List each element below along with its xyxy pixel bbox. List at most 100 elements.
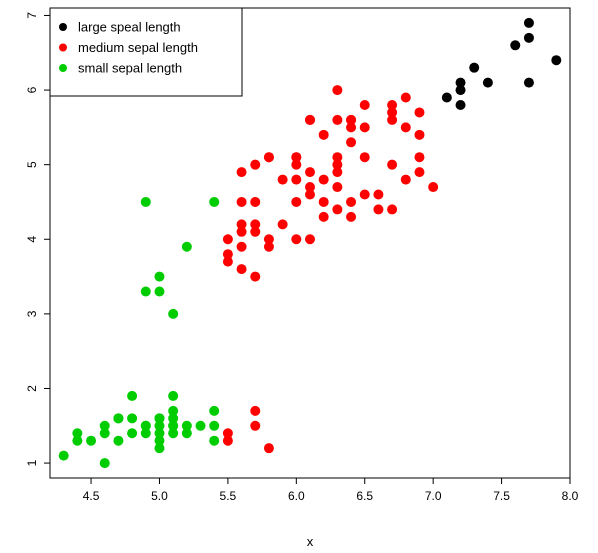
point-series2-9 [113, 413, 124, 424]
legend-marker-0 [59, 23, 67, 31]
y-tick-label-4: 5 [25, 161, 39, 168]
point-series1-46 [332, 114, 343, 125]
legend-label-0: large speal length [78, 20, 181, 35]
point-series1-9 [236, 196, 247, 207]
point-series0-3 [455, 77, 466, 88]
point-series1-13 [250, 271, 261, 282]
point-series2-36 [195, 420, 206, 431]
point-series2-20 [154, 428, 165, 439]
point-series1-49 [346, 196, 357, 207]
point-series2-30 [168, 390, 179, 401]
data-points [58, 17, 562, 469]
point-series1-54 [359, 189, 370, 200]
point-series2-37 [209, 435, 220, 446]
point-series2-3 [86, 435, 97, 446]
point-series2-18 [154, 443, 165, 454]
point-series1-15 [250, 219, 261, 230]
point-series2-10 [127, 428, 138, 439]
point-series2-19 [154, 435, 165, 446]
point-series2-16 [140, 196, 151, 207]
point-series1-43 [332, 167, 343, 178]
legend-label-2: small sepal length [78, 61, 182, 76]
point-series1-39 [318, 174, 329, 185]
legend-marker-1 [59, 43, 67, 52]
legend-box [49, 7, 243, 97]
point-series1-57 [359, 99, 370, 110]
legend-label-1: medium sepal length [78, 40, 198, 55]
point-series1-33 [305, 182, 315, 193]
point-series1-51 [346, 122, 357, 133]
point-series2-17 [140, 420, 151, 431]
point-series1-24 [277, 174, 288, 185]
point-series1-38 [318, 196, 329, 207]
point-series1-71 [414, 107, 425, 118]
point-series1-69 [414, 152, 425, 163]
point-series2-40 [209, 196, 220, 207]
point-series1-48 [346, 211, 357, 222]
point-series2-38 [209, 420, 220, 431]
point-series2-12 [127, 390, 138, 401]
point-series2-0 [58, 450, 69, 461]
x-tick-label-0: 4.5 [83, 489, 100, 503]
point-series1-42 [332, 182, 343, 193]
point-series2-21 [154, 420, 165, 431]
point-series2-25 [154, 413, 165, 424]
x-tick-label-3: 6.0 [288, 489, 305, 503]
point-series2-1 [72, 435, 83, 446]
point-series1-32 [305, 189, 315, 200]
point-series0-4 [469, 62, 480, 73]
point-series2-2 [72, 428, 83, 439]
y-tick-label-0: 1 [25, 459, 39, 466]
point-series1-17 [250, 159, 261, 170]
point-series2-13 [140, 428, 151, 439]
point-series1-55 [359, 152, 370, 163]
point-series1-11 [250, 420, 261, 431]
y-tick-label-5: 6 [25, 86, 39, 93]
point-series1-8 [236, 219, 247, 230]
point-series0-7 [523, 17, 534, 28]
point-series1-12 [250, 405, 261, 416]
x-tick-label-2: 5.5 [220, 489, 237, 503]
x-tick-label-4: 6.5 [356, 489, 373, 503]
point-series2-11 [127, 413, 138, 424]
point-series1-31 [305, 234, 315, 245]
point-series2-4 [99, 458, 110, 469]
point-series0-5 [482, 77, 493, 88]
point-series1-61 [387, 159, 398, 170]
y-tick-label-3: 4 [25, 236, 39, 243]
x-tick-label-5: 7.0 [425, 489, 442, 503]
legend: large speal length medium sepal length sma… [49, 7, 243, 97]
point-series0-1 [455, 99, 466, 110]
point-series2-5 [99, 428, 110, 439]
point-series2-33 [181, 428, 192, 439]
point-series1-56 [359, 122, 370, 133]
point-series1-16 [250, 196, 261, 207]
x-tick-label-6: 7.5 [493, 489, 510, 503]
point-series1-1 [222, 428, 233, 439]
point-series1-2 [222, 256, 233, 267]
point-series2-26 [168, 428, 179, 439]
point-series1-19 [263, 241, 274, 252]
point-series1-67 [400, 92, 411, 103]
point-series2-39 [209, 405, 220, 416]
point-series1-40 [318, 129, 329, 140]
point-series1-70 [414, 129, 425, 140]
legend-marker-2 [59, 64, 67, 72]
point-series1-37 [318, 211, 329, 222]
point-series2-28 [168, 413, 179, 424]
point-series1-53 [346, 114, 357, 125]
point-series0-2 [455, 85, 466, 96]
point-series1-10 [236, 167, 247, 178]
point-series2-23 [154, 286, 165, 297]
point-series2-7 [113, 435, 124, 446]
point-series1-23 [277, 219, 288, 230]
point-series2-32 [168, 420, 179, 431]
point-series1-44 [332, 159, 343, 170]
x-tick-label-1: 5.0 [151, 489, 168, 503]
point-series1-20 [263, 234, 274, 245]
point-series0-8 [523, 32, 534, 43]
point-series1-45 [332, 152, 343, 163]
y-tick-label-6: 7 [25, 12, 39, 19]
